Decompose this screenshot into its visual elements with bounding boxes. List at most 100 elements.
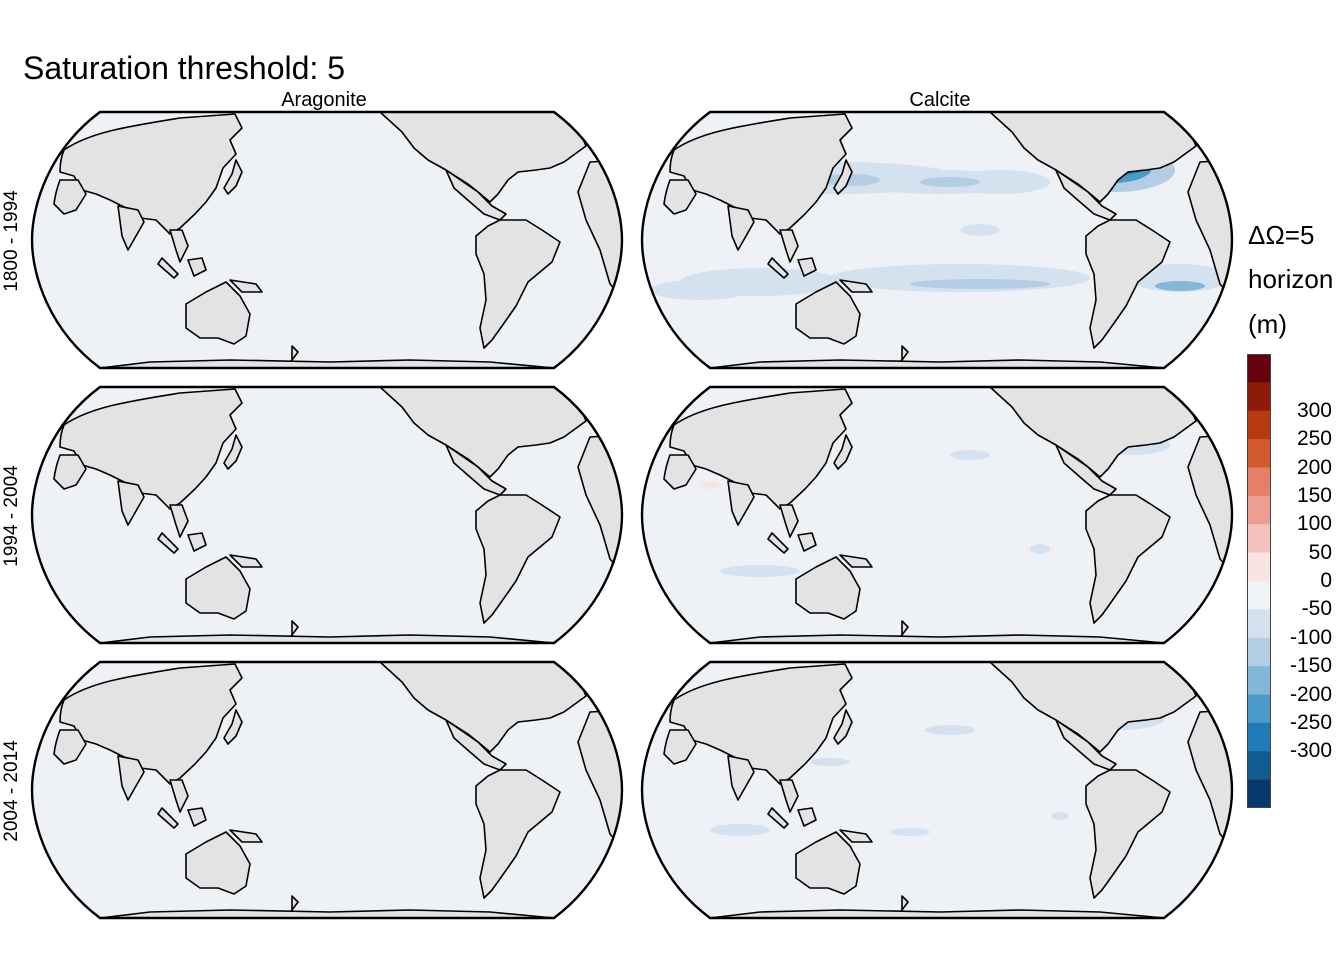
landmass-india (727, 755, 755, 801)
legend-tick-label: -150 (1289, 654, 1332, 678)
legend-swatch (1247, 609, 1271, 639)
legend-swatch (1247, 779, 1271, 808)
landmass-japan (223, 434, 243, 470)
landmass-greenland (1195, 663, 1227, 695)
map-border (30, 110, 624, 370)
legend-swatch (1247, 467, 1271, 497)
landmass-india (727, 480, 755, 526)
legend-tick-label: -300 (1289, 739, 1332, 763)
landmass-indochina (169, 229, 189, 263)
landmass-borneo (187, 807, 207, 827)
landmass-india (117, 480, 145, 526)
legend-tick-label: -200 (1289, 682, 1332, 706)
landmass-sumatra (767, 257, 789, 279)
landmass-sumatra (157, 532, 179, 554)
landmass-arabia (663, 179, 697, 215)
landmass-asia (669, 113, 853, 235)
column-label-aragonite: Aragonite (281, 89, 367, 111)
landmass-arabia (53, 179, 87, 215)
anomaly-region (890, 828, 930, 836)
legend-tick-label: 150 (1296, 483, 1332, 507)
landmass-arabia (663, 454, 697, 490)
row-label-1800-1994: 1800 - 1994 (1, 190, 22, 292)
column-label-calcite: Calcite (909, 89, 971, 111)
landmass-africa (1187, 434, 1232, 576)
landmass-japan (833, 159, 853, 195)
landmass-indochina (169, 779, 189, 813)
landmass-samerica (475, 769, 561, 899)
legend-tick-label: -100 (1289, 625, 1332, 649)
landmass-japan (223, 159, 243, 195)
map-svg (30, 660, 624, 920)
legend-swatch (1247, 751, 1271, 781)
landmass-africa (1187, 159, 1232, 301)
anomaly-region (1155, 281, 1205, 291)
anomaly-region (960, 224, 1000, 236)
landmass-asia (669, 663, 853, 785)
landmass-indochina (779, 504, 799, 538)
map-panel-aragonite-1800-1994 (30, 110, 624, 370)
anomaly-region (810, 758, 850, 766)
landmass-samerica (1085, 219, 1171, 349)
anomaly-region (650, 280, 750, 300)
landmass-asia (59, 388, 243, 510)
landmass-asia (59, 663, 243, 785)
legend-title-line-1: ΔΩ=5 (1248, 220, 1315, 250)
legend-swatch (1247, 581, 1271, 610)
anomaly-region (950, 170, 1050, 194)
landmass-newguinea (229, 829, 263, 843)
landmass-borneo (797, 807, 817, 827)
landmass-arabia (663, 729, 697, 765)
landmass-africa (1187, 709, 1232, 851)
anomaly-region (925, 725, 975, 735)
map-border (640, 660, 1234, 920)
legend-tick-label: -50 (1301, 597, 1332, 621)
landmass-samerica (1085, 769, 1171, 899)
landmass-borneo (187, 532, 207, 552)
legend-tick-label: 100 (1296, 512, 1332, 536)
map-svg (640, 385, 1234, 645)
anomaly-region (710, 824, 770, 836)
landmass-greenland (585, 663, 617, 695)
map-svg (30, 385, 624, 645)
landmass-indochina (779, 229, 799, 263)
anomaly-region (1030, 544, 1050, 554)
legend-title-line-3: (m) (1248, 309, 1287, 339)
legend-swatch (1247, 524, 1271, 554)
landmass-samerica (1085, 494, 1171, 624)
map-border (640, 110, 1234, 370)
landmass-india (117, 755, 145, 801)
map-panel-aragonite-1994-2004 (30, 385, 624, 645)
legend-tick-label: 300 (1296, 398, 1332, 422)
map-svg (640, 660, 1234, 920)
landmass-africa (577, 709, 622, 851)
map-border (30, 660, 624, 920)
anomaly-region (950, 450, 990, 460)
anomaly-region (700, 481, 720, 489)
map-border (30, 385, 624, 645)
landmass-borneo (187, 257, 207, 277)
landmass-africa (577, 434, 622, 576)
legend-swatch (1247, 694, 1271, 724)
map-panel-calcite-1994-2004 (640, 385, 1234, 645)
legend-swatch (1247, 410, 1271, 440)
map-panel-calcite-1800-1994 (640, 110, 1234, 370)
landmass-japan (833, 709, 853, 745)
anomaly-region (920, 177, 980, 187)
legend-swatch (1247, 354, 1271, 383)
landmass-india (117, 205, 145, 251)
legend-colorbar (1247, 354, 1271, 808)
landmass-india (727, 205, 755, 251)
legend-swatch (1247, 439, 1271, 469)
landmass-australia (795, 831, 861, 895)
landmass-asia (59, 113, 243, 235)
map-panel-calcite-2004-2014 (640, 660, 1234, 920)
legend-swatch (1247, 495, 1271, 525)
landmass-indochina (779, 779, 799, 813)
legend-tick-label: 0 (1320, 569, 1332, 592)
landmass-newguinea (839, 829, 873, 843)
row-label-2004-2014: 2004 - 2014 (1, 740, 22, 842)
landmass-japan (223, 709, 243, 745)
landmass-sumatra (767, 532, 789, 554)
row-label-1994-2004: 1994 - 2004 (1, 465, 22, 567)
